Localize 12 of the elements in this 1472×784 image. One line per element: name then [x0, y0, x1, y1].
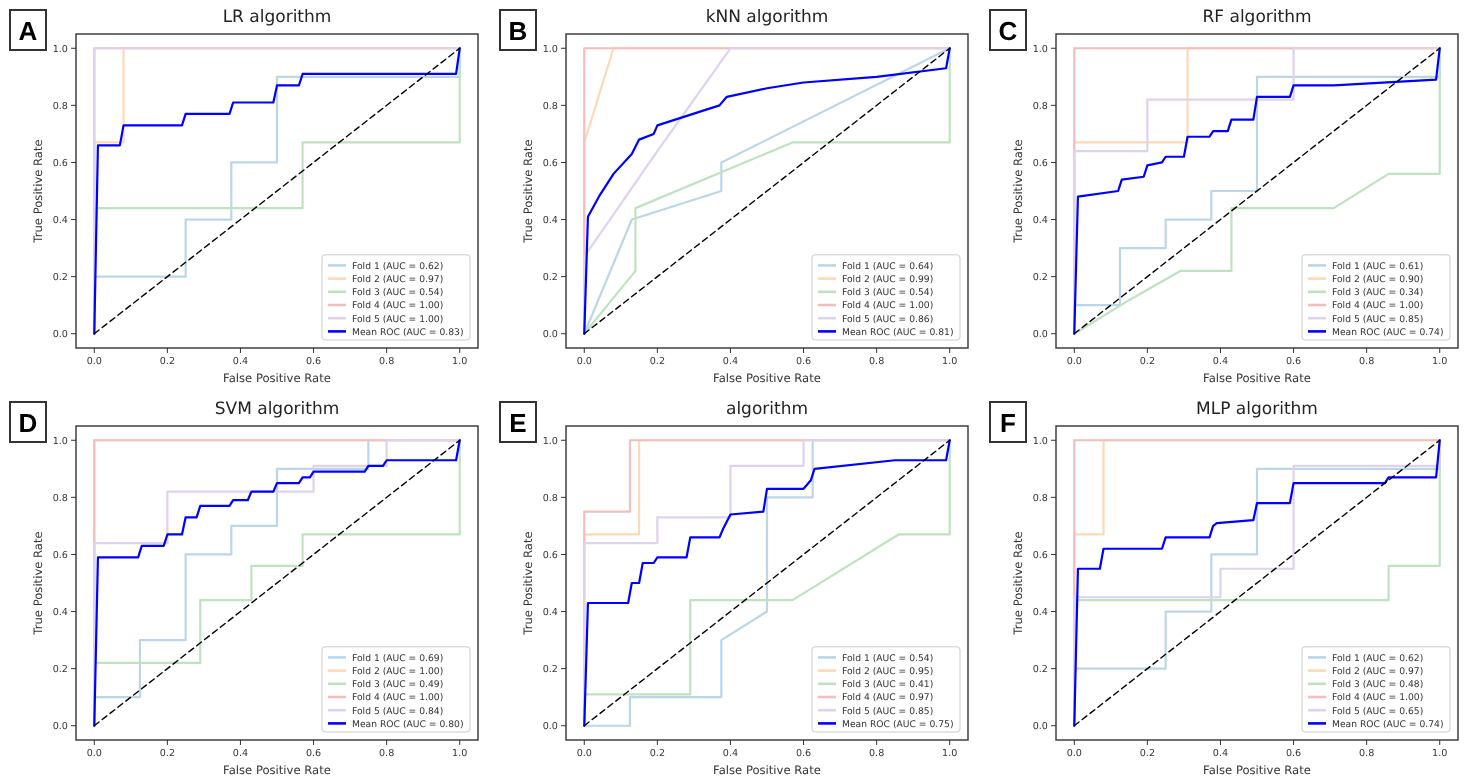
text: A — [18, 16, 39, 46]
text: F — [1000, 408, 1017, 438]
text: B — [508, 16, 528, 46]
chart-title: kNN algorithm — [705, 8, 829, 28]
text: C — [998, 16, 1019, 46]
chart-title: LR algorithm — [222, 8, 332, 28]
text: E — [509, 408, 528, 438]
chart-title: SVM algorithm — [214, 400, 340, 420]
chart-title: RF algorithm — [1202, 8, 1312, 28]
chart-title: algorithm — [725, 400, 809, 420]
chart-title: MLP algorithm — [1196, 400, 1318, 420]
text: D — [18, 408, 38, 438]
